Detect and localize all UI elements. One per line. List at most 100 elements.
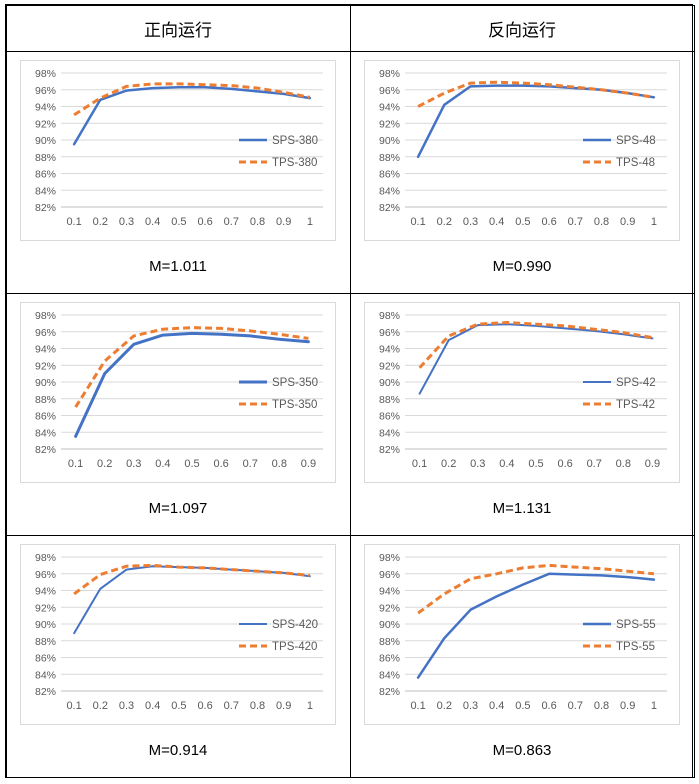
y-tick-label-3: 88% [378,393,399,405]
y-tick-label-2: 86% [34,168,55,180]
chart-cell-2: 82% 84% 86% 88% 90% 92% 94% 96% 98% 0.1 0.2 0.3 0.4 0… [349,50,695,294]
m-ratio-label-1: M=1.011 [149,257,207,275]
legend-label-TPS-420: TPS-420 [272,641,317,653]
y-tick-label-2: 86% [378,168,399,180]
series-line-TPS-48 [416,80,654,108]
y-tick-label-6: 94% [378,343,399,355]
y-tick-label-2: 86% [34,652,55,664]
series-line-TPS-380 [72,81,310,116]
x-tick-label-1: 0.2 [441,458,456,470]
y-tick-label-1: 84% [34,669,55,681]
x-tick-label-8: 0.9 [620,700,635,712]
x-tick-label-6: 0.7 [223,700,238,712]
x-tick-label-2: 0.3 [462,216,477,228]
chart-svg-2: 82% 84% 86% 88% 90% 92% 94% 96% 98% 0.1 0.2 0.3 0.4 0… [378,68,667,228]
legend-label-SPS-55: SPS-55 [616,619,656,631]
y-tick-label-6: 94% [34,101,55,113]
x-tick-label-7: 0.8 [615,458,630,470]
x-tick-label-9: 1 [650,216,656,228]
y-tick-label-5: 92% [378,602,399,614]
legend-label-SPS-420: SPS-420 [272,619,318,631]
y-tick-label-8: 98% [378,310,399,322]
chart-cell-3: 82% 84% 86% 88% 90% 92% 94% 96% 98% 0.1 0.2 0.3 0.4 0… [5,292,351,536]
y-tick-label-2: 86% [378,410,399,422]
x-tick-label-2: 0.3 [462,700,477,712]
x-tick-label-1: 0.2 [97,458,112,470]
x-tick-label-2: 0.3 [118,700,133,712]
y-tick-label-4: 90% [378,135,399,147]
chart-svg-6: 82% 84% 86% 88% 90% 92% 94% 96% 98% 0.1 0.2 0.3 0.4 0… [378,552,667,712]
chart-svg-5: 82% 84% 86% 88% 90% 92% 94% 96% 98% 0.1 0.2 0.3 0.4 0… [34,552,323,712]
x-tick-label-5: 0.6 [541,216,556,228]
y-tick-label-0: 82% [34,444,55,456]
y-tick-label-5: 92% [34,360,55,372]
x-tick-label-0: 0.1 [410,700,425,712]
x-tick-label-1: 0.2 [92,216,107,228]
y-tick-label-6: 94% [34,585,55,597]
series-line-SPS-55 [416,572,655,679]
x-tick-label-5: 0.6 [197,700,212,712]
x-tick-label-2: 0.3 [126,458,141,470]
x-tick-label-2: 0.3 [470,458,485,470]
y-tick-label-8: 98% [378,552,399,564]
x-tick-label-6: 0.7 [242,458,257,470]
x-tick-label-5: 0.6 [557,458,572,470]
series-line-TPS-42 [417,320,653,369]
y-tick-label-3: 88% [34,635,55,647]
x-tick-label-1: 0.2 [92,700,107,712]
x-tick-label-7: 0.8 [593,216,608,228]
y-tick-label-6: 94% [378,585,399,597]
y-tick-label-4: 90% [378,377,399,389]
chart-cell-4: 82% 84% 86% 88% 90% 92% 94% 96% 98% 0.1 0.2 0.3 0.4 0… [349,292,695,536]
column-header-reverse: 反向运行 [349,4,695,52]
x-tick-label-9: 1 [306,216,312,228]
y-tick-label-8: 98% [34,68,55,80]
x-tick-label-5: 0.6 [197,216,212,228]
x-tick-label-0: 0.1 [411,458,426,470]
m-ratio-label-4: M=1.131 [492,499,552,517]
x-tick-label-9: 1 [650,700,656,712]
chart-4: 82% 84% 86% 88% 90% 92% 94% 96% 98% 0.1 0.2 0.3 0.4 0… [363,301,680,483]
legend-label-TPS-48: TPS-48 [616,157,655,169]
x-tick-label-0: 0.1 [66,216,81,228]
x-tick-label-4: 0.5 [171,216,186,228]
chart-1: 82% 84% 86% 88% 90% 92% 94% 96% 98% 0.1 0.2 0.3 0.4 0… [19,59,336,241]
y-tick-label-1: 84% [378,669,399,681]
chart-5: 82% 84% 86% 88% 90% 92% 94% 96% 98% 0.1 0.2 0.3 0.4 0… [19,543,336,725]
x-tick-label-0: 0.1 [410,216,425,228]
x-tick-label-8: 0.9 [276,216,291,228]
y-tick-label-7: 96% [34,84,55,96]
y-tick-label-4: 90% [34,377,55,389]
x-tick-label-7: 0.8 [271,458,286,470]
legend-label-TPS-350: TPS-350 [272,399,317,411]
x-tick-label-8: 0.9 [644,458,659,470]
y-tick-label-5: 92% [378,118,399,130]
y-tick-label-3: 88% [34,151,55,163]
m-ratio-label-6: M=0.863 [492,741,552,759]
y-tick-label-3: 88% [378,151,399,163]
chart-2: 82% 84% 86% 88% 90% 92% 94% 96% 98% 0.1 0.2 0.3 0.4 0… [363,59,680,241]
chart-6: 82% 84% 86% 88% 90% 92% 94% 96% 98% 0.1 0.2 0.3 0.4 0… [363,543,680,725]
y-tick-label-1: 84% [378,427,399,439]
x-tick-label-6: 0.7 [567,216,582,228]
x-tick-label-5: 0.6 [541,700,556,712]
x-tick-label-0: 0.1 [66,700,81,712]
chart-cell-1: 82% 84% 86% 88% 90% 92% 94% 96% 98% 0.1 0.2 0.3 0.4 0… [5,50,351,294]
y-tick-label-4: 90% [378,619,399,631]
series-line-SPS-350 [73,331,310,438]
results-table: 正向运行 反向运行 82% 84% 86% 88% 90% 92% 94% 96% 98% 0.1… [5,4,695,778]
x-tick-label-8: 0.9 [276,700,291,712]
chart-cell-6: 82% 84% 86% 88% 90% 92% 94% 96% 98% 0.1 0.2 0.3 0.4 0… [349,534,695,778]
y-tick-label-7: 96% [378,568,399,580]
legend-label-SPS-48: SPS-48 [616,135,656,147]
x-tick-label-5: 0.6 [213,458,228,470]
x-tick-label-4: 0.5 [528,458,543,470]
x-tick-label-4: 0.5 [184,458,199,470]
y-tick-label-2: 86% [378,652,399,664]
x-tick-label-9: 1 [306,700,312,712]
x-tick-label-3: 0.4 [489,216,504,228]
y-tick-label-3: 88% [34,393,55,405]
y-tick-label-5: 92% [378,360,399,372]
x-tick-label-1: 0.2 [436,216,451,228]
column-header-forward: 正向运行 [5,4,351,52]
